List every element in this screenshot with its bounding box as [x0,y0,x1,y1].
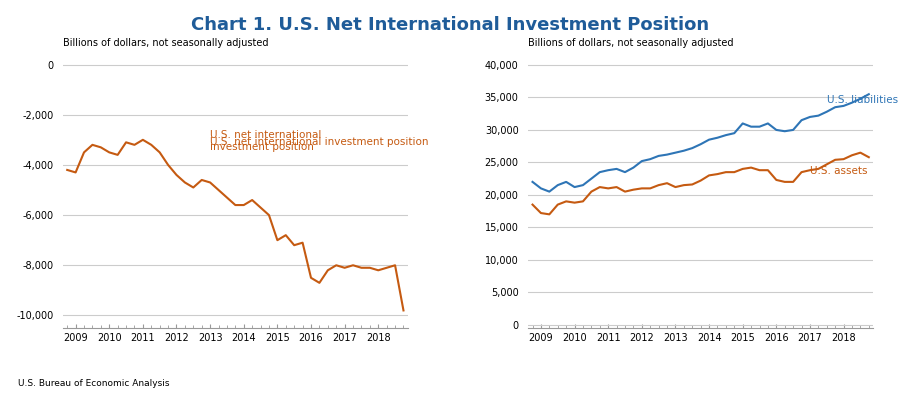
Text: Chart 1. U.S. Net International Investment Position: Chart 1. U.S. Net International Investme… [191,16,709,34]
Text: Billions of dollars, not seasonally adjusted: Billions of dollars, not seasonally adju… [528,38,734,48]
Text: U.S. Bureau of Economic Analysis: U.S. Bureau of Economic Analysis [18,379,169,388]
Text: U.S. liabilities: U.S. liabilities [827,95,898,105]
Text: U.S. assets: U.S. assets [810,166,868,176]
Text: U.S. net international
investment position: U.S. net international investment positi… [210,130,321,152]
Text: U.S. net international investment position: U.S. net international investment positi… [210,137,428,147]
Text: Billions of dollars, not seasonally adjusted: Billions of dollars, not seasonally adju… [63,38,268,48]
